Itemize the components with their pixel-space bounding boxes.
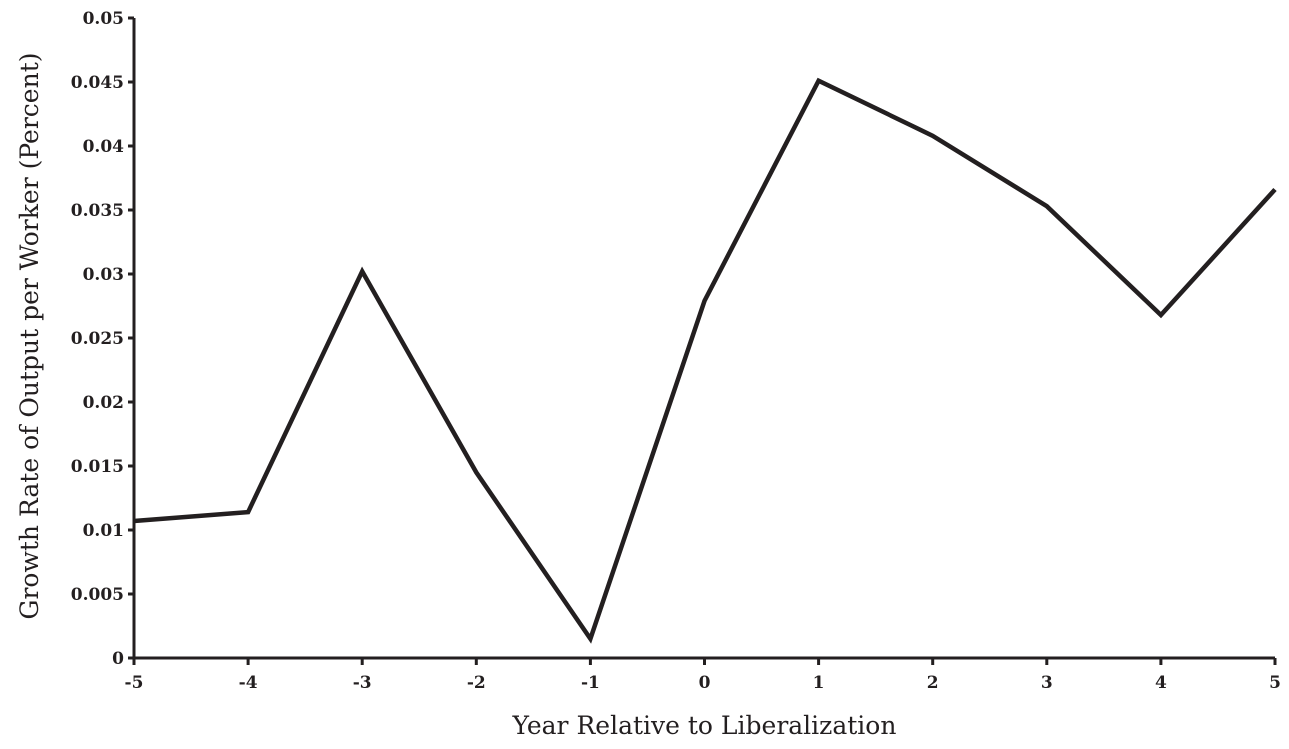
series-layer xyxy=(134,81,1275,639)
x-tick-label: 4 xyxy=(1155,673,1167,693)
y-tick-label: 0.045 xyxy=(71,73,124,93)
x-tick-label: -5 xyxy=(125,673,144,693)
y-tick-label: 0.01 xyxy=(83,521,124,541)
x-tick-label: -4 xyxy=(239,673,258,693)
y-tick-label: 0.02 xyxy=(83,393,124,413)
y-tick-label: 0.005 xyxy=(71,585,124,605)
x-tick-label: 0 xyxy=(699,673,711,693)
x-tick-label: 5 xyxy=(1269,673,1281,693)
y-axis-title: Growth Rate of Output per Worker (Percen… xyxy=(15,53,44,620)
series-line xyxy=(134,81,1275,639)
y-tick-label: 0.05 xyxy=(83,9,124,29)
x-axis: -5 -4 -3 -2 -1 0 1 2 3 4 5 xyxy=(125,658,1281,693)
x-tick-label: 3 xyxy=(1041,673,1053,693)
y-tick-label: 0.04 xyxy=(83,137,125,157)
y-tick-label: 0.03 xyxy=(83,265,124,285)
y-tick-label: 0 xyxy=(112,649,124,669)
x-tick-label: -2 xyxy=(467,673,486,693)
x-tick-label: 2 xyxy=(927,673,939,693)
y-tick-label: 0.015 xyxy=(71,457,124,477)
x-tick-label: -3 xyxy=(353,673,372,693)
y-tick-label: 0.025 xyxy=(71,329,124,349)
x-tick-label: 1 xyxy=(813,673,825,693)
x-axis-title: Year Relative to Liberalization xyxy=(512,711,897,740)
y-axis: 0 0.005 0.01 0.015 0.02 0.025 0.03 0.035 0.04 0.0… xyxy=(71,9,134,669)
x-tick-label: -1 xyxy=(581,673,600,693)
y-tick-label: 0.035 xyxy=(71,201,124,221)
